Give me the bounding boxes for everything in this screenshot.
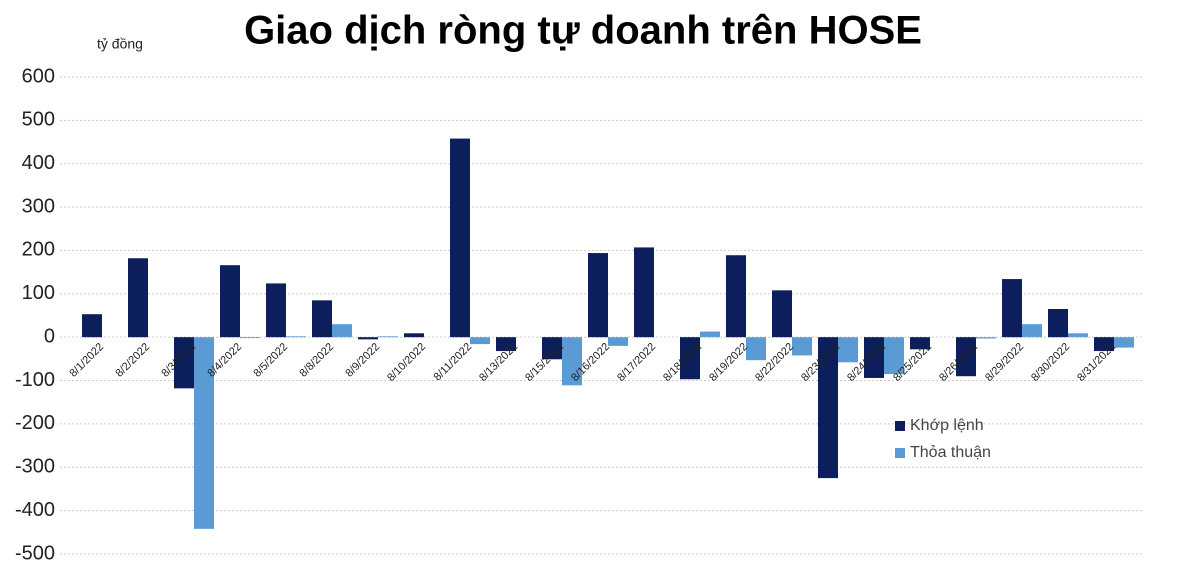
bar xyxy=(1048,309,1068,337)
x-tick-label: 8/2/2022 xyxy=(113,341,152,380)
y-tick-label: -100 xyxy=(15,369,55,391)
x-tick-label: 8/10/2022 xyxy=(385,341,428,384)
bar xyxy=(700,332,720,338)
bar xyxy=(634,247,654,337)
x-tick-label: 8/5/2022 xyxy=(251,341,290,380)
y-tick-label: 500 xyxy=(22,109,55,131)
y-tick-label: -400 xyxy=(15,499,55,521)
legend-label: Khớp lệnh xyxy=(910,417,984,434)
y-tick-label: 0 xyxy=(44,325,55,347)
x-tick-label: 8/11/2022 xyxy=(432,341,475,384)
bar xyxy=(792,337,812,355)
bar xyxy=(378,336,398,337)
bar xyxy=(1002,279,1022,337)
bar xyxy=(1022,324,1042,337)
bar xyxy=(450,139,470,338)
bar xyxy=(976,337,996,338)
bar xyxy=(608,337,628,346)
bar xyxy=(332,324,352,337)
bar xyxy=(266,283,286,337)
chart-title: Giao dịch ròng tự doanh trên HOSE xyxy=(244,9,922,53)
bar xyxy=(312,300,332,337)
bar xyxy=(82,314,102,337)
x-tick-label: 8/1/2022 xyxy=(67,341,106,380)
y-tick-label: -300 xyxy=(15,456,55,478)
bar xyxy=(726,255,746,337)
x-tick-label: 8/30/2022 xyxy=(1029,341,1072,384)
bar xyxy=(128,258,148,337)
bar xyxy=(240,337,260,338)
bar xyxy=(358,337,378,339)
x-tick-label: 8/8/2022 xyxy=(297,341,336,380)
x-tick-label: 8/19/2022 xyxy=(707,341,750,384)
legend-label: Thỏa thuận xyxy=(910,444,991,461)
bar xyxy=(1114,337,1134,347)
x-tick-label: 8/9/2022 xyxy=(343,341,382,380)
y-tick-label: 600 xyxy=(22,65,55,87)
y-axis-unit: tỷ đồng xyxy=(97,36,143,52)
x-tick-label: 8/17/2022 xyxy=(615,341,658,384)
y-tick-label: 400 xyxy=(22,152,55,174)
bar xyxy=(588,253,608,337)
y-tick-label: -200 xyxy=(15,412,55,434)
y-tick-label: 300 xyxy=(22,195,55,217)
legend-swatch xyxy=(895,448,905,458)
bar xyxy=(470,337,490,344)
bar xyxy=(220,265,240,337)
legend-swatch xyxy=(895,421,905,431)
bar xyxy=(404,333,424,337)
bar xyxy=(772,290,792,337)
x-tick-label: 8/29/2022 xyxy=(983,341,1026,384)
y-tick-label: 200 xyxy=(22,239,55,261)
bar xyxy=(286,336,306,337)
bar xyxy=(1068,333,1088,337)
y-tick-label: 100 xyxy=(22,282,55,304)
y-tick-label: -500 xyxy=(15,542,55,564)
